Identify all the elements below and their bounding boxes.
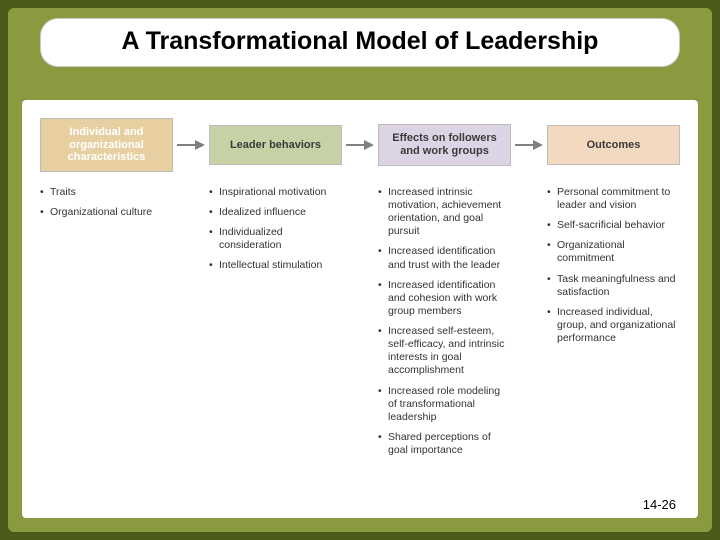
- bullet-item: Increased identification and cohesion wi…: [378, 279, 511, 318]
- flow-box-label: Effects on followers and work groups: [383, 132, 506, 157]
- flow-box-label: Outcomes: [587, 139, 641, 152]
- slide-title: A Transformational Model of Leadership: [53, 27, 667, 56]
- bullet-list: Inspirational motivation Idealized influe…: [209, 186, 342, 273]
- page-number: 14-26: [643, 497, 676, 512]
- bullet-item: Task meaningfulness and satisfaction: [547, 273, 680, 299]
- bullet-list: Increased intrinsic motivation, achievem…: [378, 186, 511, 457]
- bullet-list: Personal commitment to leader and vision…: [547, 186, 680, 345]
- col-behaviors: Inspirational motivation Idealized influe…: [209, 186, 342, 464]
- flow-row: Individual and organizational characteri…: [40, 118, 680, 172]
- title-plate: A Transformational Model of Leadership: [40, 18, 680, 67]
- bullet-columns: Traits Organizational culture Inspiration…: [40, 186, 680, 464]
- arrow-icon: [346, 138, 374, 152]
- flow-box-outcomes: Outcomes: [547, 125, 680, 165]
- bullet-item: Individualized consideration: [209, 226, 342, 252]
- col-characteristics: Traits Organizational culture: [40, 186, 173, 464]
- col-spacer: [515, 186, 543, 464]
- bullet-item: Organizational culture: [40, 206, 173, 219]
- content-area: Individual and organizational characteri…: [22, 100, 698, 518]
- bullet-item: Personal commitment to leader and vision: [547, 186, 680, 212]
- bullet-item: Idealized influence: [209, 206, 342, 219]
- bullet-item: Self-sacrificial behavior: [547, 219, 680, 232]
- slide: A Transformational Model of Leadership I…: [0, 0, 720, 540]
- arrow-icon: [177, 138, 205, 152]
- col-spacer: [177, 186, 205, 464]
- col-spacer: [346, 186, 374, 464]
- col-outcomes: Personal commitment to leader and vision…: [547, 186, 680, 464]
- flow-box-effects: Effects on followers and work groups: [378, 124, 511, 165]
- flow-box-label: Individual and organizational characteri…: [45, 126, 168, 164]
- slide-inner: A Transformational Model of Leadership I…: [8, 8, 712, 532]
- bullet-item: Inspirational motivation: [209, 186, 342, 199]
- bullet-list: Traits Organizational culture: [40, 186, 173, 219]
- bullet-item: Intellectual stimulation: [209, 259, 342, 272]
- bullet-item: Organizational commitment: [547, 239, 680, 265]
- col-effects: Increased intrinsic motivation, achievem…: [378, 186, 511, 464]
- bullet-item: Increased individual, group, and organiz…: [547, 306, 680, 345]
- bullet-item: Increased identification and trust with …: [378, 245, 511, 271]
- bullet-item: Increased self-esteem, self-efficacy, an…: [378, 325, 511, 378]
- bullet-item: Increased role modeling of transformatio…: [378, 385, 511, 424]
- bullet-item: Shared perceptions of goal importance: [378, 431, 511, 457]
- bullet-item: Increased intrinsic motivation, achievem…: [378, 186, 511, 239]
- bullet-item: Traits: [40, 186, 173, 199]
- arrow-icon: [515, 138, 543, 152]
- flow-box-characteristics: Individual and organizational characteri…: [40, 118, 173, 172]
- flow-box-label: Leader behaviors: [230, 139, 321, 152]
- flow-box-behaviors: Leader behaviors: [209, 125, 342, 165]
